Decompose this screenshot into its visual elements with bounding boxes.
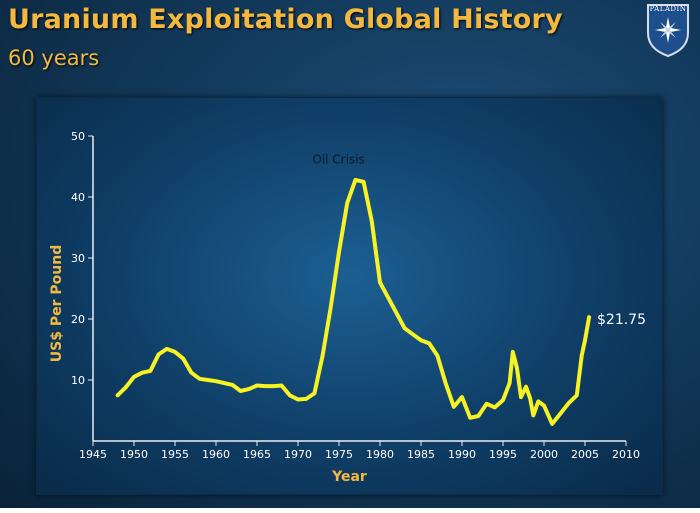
x-tick-label: 1970 bbox=[284, 448, 312, 461]
price-history-chart: 1945 1950 1955 1960 1965 1970 1975 1980 1985 1990… bbox=[49, 130, 646, 485]
axes-layer bbox=[88, 135, 627, 446]
slide-title: Uranium Exploitation Global History bbox=[8, 4, 563, 35]
x-tick-label: 1965 bbox=[243, 448, 271, 461]
oil-crisis-annotation: Oil Crisis bbox=[312, 152, 364, 166]
y-axis-label: US$ Per Pound bbox=[49, 245, 65, 362]
slide-subtitle: 60 years bbox=[8, 46, 100, 70]
x-tick-label: 1945 bbox=[79, 448, 107, 461]
price-series-line bbox=[115, 177, 592, 426]
x-tick-label: 1995 bbox=[489, 448, 517, 461]
y-tick-label: 20 bbox=[71, 313, 85, 326]
series-layer bbox=[115, 177, 592, 426]
x-tick-label: 1990 bbox=[448, 448, 476, 461]
x-tick-label: 1985 bbox=[407, 448, 435, 461]
logo-text: PALADIN bbox=[649, 5, 687, 13]
x-tick-label: 2000 bbox=[530, 448, 558, 461]
y-tick-label: 10 bbox=[71, 374, 85, 387]
y-tick-label: 40 bbox=[71, 191, 85, 204]
x-tick-label: 2010 bbox=[612, 448, 640, 461]
y-tick-label: 30 bbox=[71, 252, 85, 265]
x-tick-label: 1975 bbox=[325, 448, 353, 461]
chart-panel: 1945 1950 1955 1960 1965 1970 1975 1980 1985 1990… bbox=[36, 97, 663, 495]
x-axis-label: Year bbox=[331, 469, 367, 485]
labels-layer: 1945 1950 1955 1960 1965 1970 1975 1980 1985 1990… bbox=[49, 130, 646, 485]
x-tick-label: 1950 bbox=[120, 448, 148, 461]
paladin-compass-logo bbox=[647, 4, 689, 58]
x-tick-label: 1980 bbox=[366, 448, 394, 461]
x-tick-label: 2005 bbox=[571, 448, 599, 461]
price-annotation: $21.75 bbox=[597, 312, 646, 328]
x-tick-label: 1960 bbox=[202, 448, 230, 461]
footer-bar bbox=[0, 508, 700, 513]
y-tick-label: 50 bbox=[71, 130, 85, 143]
x-tick-label: 1955 bbox=[161, 448, 189, 461]
